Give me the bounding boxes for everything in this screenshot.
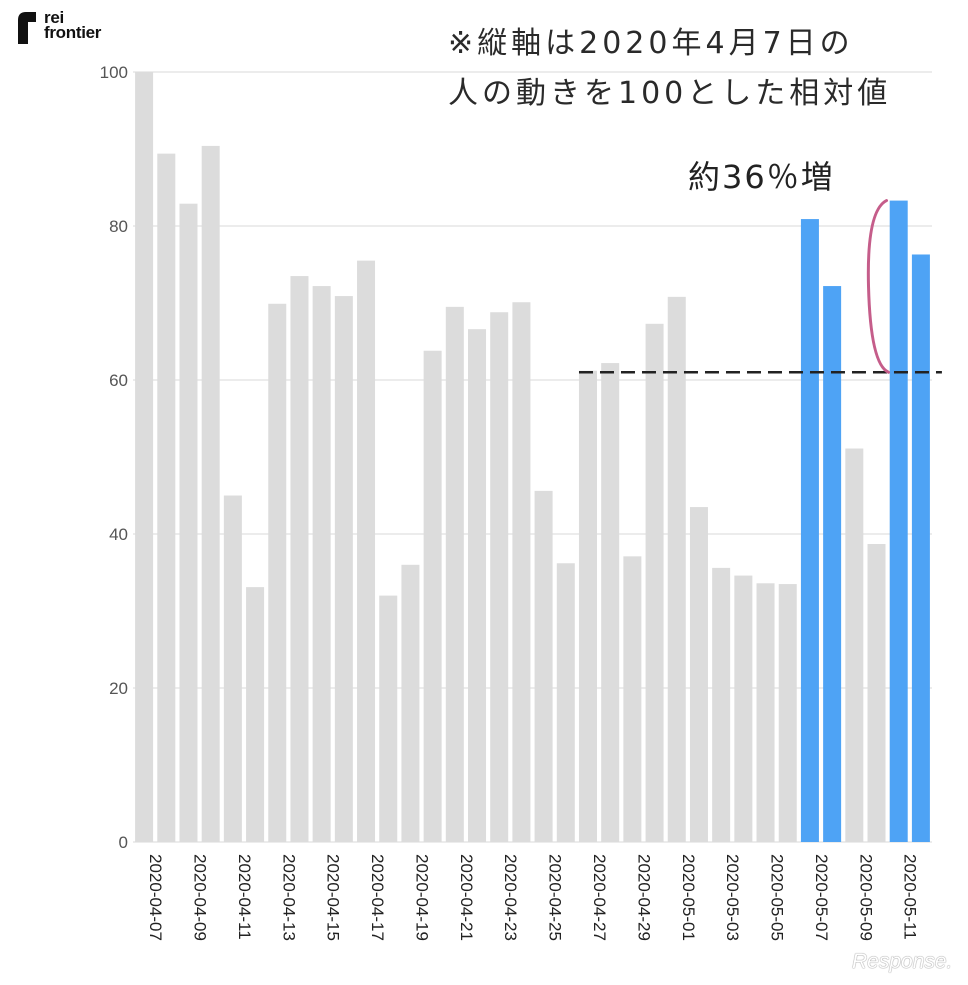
x-tick-label: 2020-05-11 xyxy=(901,854,920,940)
bar xyxy=(556,563,575,842)
y-tick-label: 20 xyxy=(109,679,128,698)
y-axis-ticks: 0 20 40 60 80 100 xyxy=(100,63,128,852)
bar-highlighted xyxy=(889,200,908,843)
bar xyxy=(157,153,176,842)
x-tick-label: 2020-05-03 xyxy=(723,854,742,941)
bar xyxy=(578,370,597,842)
x-tick-label: 2020-05-07 xyxy=(812,854,831,941)
bar xyxy=(401,564,420,842)
annotations xyxy=(578,199,942,374)
bar xyxy=(689,507,708,842)
bar xyxy=(734,575,753,842)
y-tick-label: 100 xyxy=(100,63,128,82)
x-tick-label: 2020-05-09 xyxy=(856,854,875,941)
y-tick-label: 60 xyxy=(109,371,128,390)
bar xyxy=(334,296,353,842)
bar xyxy=(623,556,642,842)
watermark: Response. xyxy=(852,950,953,973)
bar-highlighted xyxy=(911,254,930,843)
x-tick-label: 2020-04-17 xyxy=(368,854,387,941)
grid-lines xyxy=(133,71,932,843)
bar xyxy=(357,260,376,842)
axis-note-line-1: ※縦軸は2020年4月7日の xyxy=(448,26,854,61)
x-tick-label: 2020-05-05 xyxy=(768,854,787,941)
bar xyxy=(445,306,464,843)
y-tick-label: 0 xyxy=(119,833,128,852)
x-tick-label: 2020-04-09 xyxy=(190,854,209,941)
bar xyxy=(867,544,886,842)
bar xyxy=(135,72,154,842)
bar xyxy=(223,495,242,842)
logo-text: rei frontier xyxy=(44,8,102,42)
y-tick-label: 40 xyxy=(109,525,128,544)
x-tick-label: 2020-04-29 xyxy=(634,854,653,941)
axis-note-line-2: 人の動きを100とした相対値 xyxy=(448,76,892,111)
x-tick-label: 2020-04-07 xyxy=(146,854,165,941)
bar xyxy=(490,312,509,842)
bar xyxy=(756,583,775,842)
x-tick-label: 2020-04-23 xyxy=(501,854,520,941)
bar xyxy=(667,296,686,843)
bar xyxy=(778,584,797,842)
logo-line-1: rei xyxy=(44,8,64,27)
x-tick-label: 2020-04-25 xyxy=(546,854,565,941)
x-tick-label: 2020-04-21 xyxy=(457,854,476,941)
bar xyxy=(312,286,331,842)
bar xyxy=(601,363,620,842)
increase-bracket xyxy=(866,199,891,374)
increase-label: 約36％増 xyxy=(688,158,835,196)
bar xyxy=(290,276,309,842)
bar xyxy=(534,490,553,842)
brand-logo: rei frontier xyxy=(16,8,102,44)
x-tick-label: 2020-04-27 xyxy=(590,854,609,941)
x-tick-label: 2020-04-15 xyxy=(324,854,343,941)
bar xyxy=(201,145,220,843)
x-tick-label: 2020-04-13 xyxy=(279,854,298,941)
logo-mark-icon xyxy=(18,12,36,44)
bar-highlighted xyxy=(800,219,819,842)
bars xyxy=(135,72,930,843)
bar xyxy=(268,303,287,842)
bar xyxy=(512,302,531,843)
logo-line-2: frontier xyxy=(44,23,102,42)
bar-highlighted xyxy=(823,286,842,842)
bar xyxy=(645,323,664,842)
bar xyxy=(179,203,198,843)
bar xyxy=(845,448,864,842)
bar xyxy=(423,350,442,842)
bar xyxy=(712,567,731,842)
y-tick-label: 80 xyxy=(109,217,128,236)
x-tick-label: 2020-04-19 xyxy=(412,854,431,941)
bar xyxy=(468,329,487,842)
x-axis-ticks: 2020-04-07 2020-04-09 2020-04-11 2020-04-13… xyxy=(146,854,920,941)
x-tick-label: 2020-04-11 xyxy=(235,854,254,940)
bar xyxy=(246,587,265,842)
bar xyxy=(379,595,398,842)
x-tick-label: 2020-05-01 xyxy=(679,854,698,941)
